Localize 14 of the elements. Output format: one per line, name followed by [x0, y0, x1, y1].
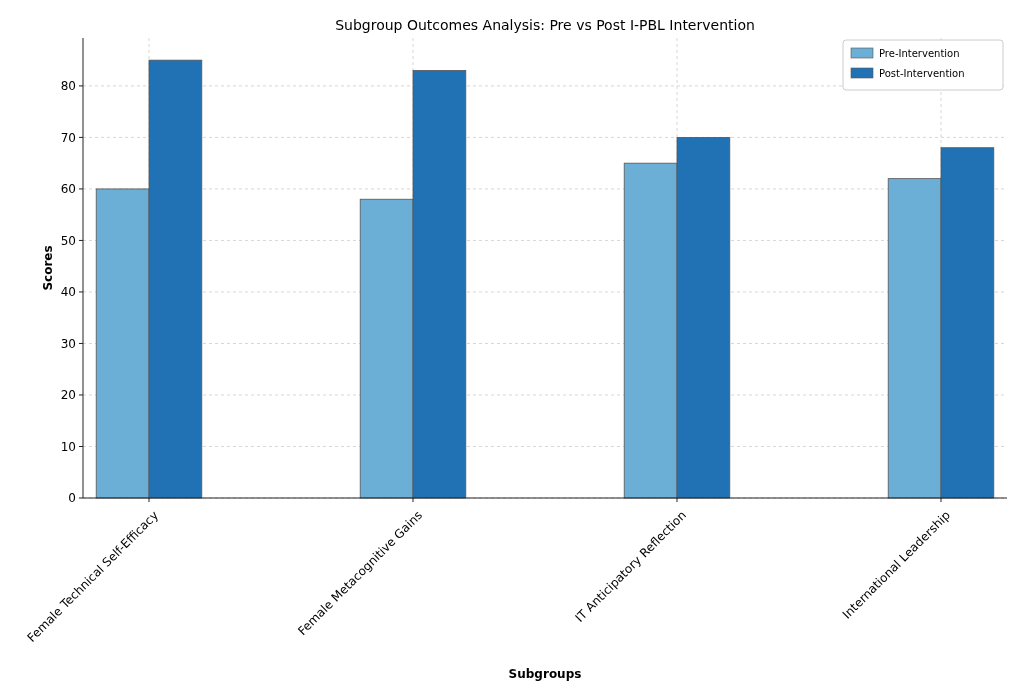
y-tick-label: 70 [60, 130, 76, 145]
y-tick-label: 10 [60, 439, 76, 454]
y-tick-label: 0 [68, 491, 76, 506]
y-axis-title: Scores [41, 245, 55, 291]
y-tick-label: 80 [60, 79, 76, 94]
y-tick-label: 50 [60, 233, 76, 248]
legend-label: Post-Intervention [879, 68, 965, 79]
y-tick-label: 60 [60, 182, 76, 197]
y-tick-label: 40 [60, 285, 76, 300]
chart-title: Subgroup Outcomes Analysis: Pre vs Post I-PBL Intervention [335, 17, 755, 33]
y-tick-label: 30 [60, 336, 76, 351]
y-tick-label: 20 [60, 388, 76, 403]
legend-label: Pre-Intervention [879, 48, 960, 59]
x-axis-title: Subgroups [508, 667, 582, 681]
